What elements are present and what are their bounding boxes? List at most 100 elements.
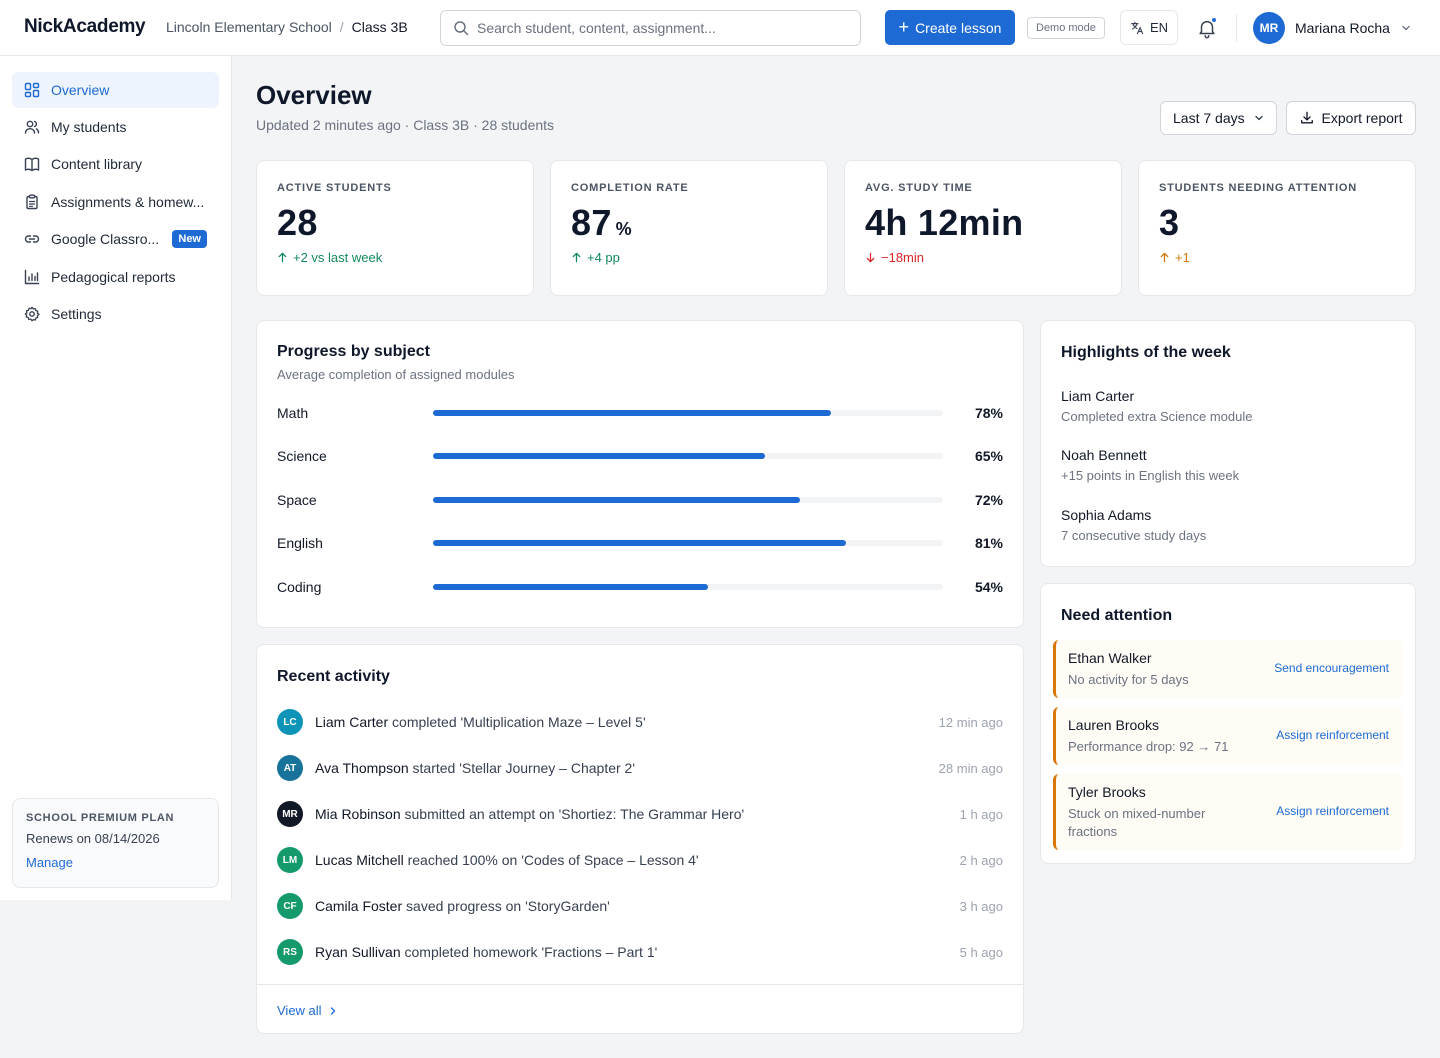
date-range-label: Last 7 days [1173,110,1245,126]
language-label: EN [1149,20,1169,35]
chevron-down-icon [1402,25,1410,31]
search-input[interactable] [477,20,857,36]
arrow-up-icon [572,252,581,263]
attention-item: Ethan Walker No activity for 5 days Send… [1053,640,1403,698]
kpi-label: STUDENTS NEEDING ATTENTION [1159,182,1358,194]
activity-row[interactable]: LM Lucas Mitchell reached 100% on 'Codes… [277,847,1003,873]
breadcrumb-separator: / [339,19,344,35]
subject-row: Science 65% [277,446,1003,466]
highlight-item: Sophia Adams 7 consecutive study days [1061,507,1206,543]
sidebar-item-my-students[interactable]: My students [12,109,219,145]
attention-item: Tyler Brooks Stuck on mixed-number fract… [1053,774,1403,850]
progress-track [433,584,943,590]
book-icon [24,157,40,172]
demo-mode-badge[interactable]: Demo mode [1027,17,1105,39]
recent-activity-card: Recent activity LC Liam Carter completed… [256,644,1024,1034]
sidebar-item-content-library[interactable]: Content library [12,146,219,182]
date-range-select[interactable]: Last 7 days [1160,101,1277,135]
card-title: Progress by subject [277,343,430,360]
export-report-button[interactable]: Export report [1286,101,1416,135]
subject-row: Math 78% [277,403,1003,423]
activity-row[interactable]: RS Ryan Sullivan completed homework 'Fra… [277,939,1003,965]
avatar: LC [277,709,303,735]
activity-row[interactable]: AT Ava Thompson started 'Stellar Journey… [277,755,1003,781]
translate-icon [1131,21,1144,34]
arrow-up-icon [278,252,287,263]
subject-percent: 54% [974,579,1003,595]
users-icon [24,120,40,134]
subject-percent: 65% [974,448,1003,464]
card-title: Highlights of the week [1061,344,1231,361]
arrow-up-icon [1160,252,1169,263]
page-title: Overview [256,80,372,110]
gear-icon [24,306,40,322]
subject-percent: 72% [974,492,1003,508]
attention-reason: Stuck on mixed-number fractions [1068,806,1206,839]
progress-fill [433,584,709,590]
breadcrumb-school[interactable]: Lincoln Elementary School [166,19,332,35]
kpi-value: 28 [277,202,318,243]
sidebar-item-pedagogical-reports[interactable]: Pedagogical reports [12,259,219,295]
assign-reinforcement-link[interactable]: Assign reinforcement [1276,728,1389,742]
sidebar-item-settings[interactable]: Settings [12,296,219,332]
activity-time: 5 h ago [959,944,1003,960]
avatar: LM [277,847,303,873]
progress-by-subject-card: Progress by subject Average completion o… [256,320,1024,628]
sidebar-item-google-classroom[interactable]: Google Classro... New [12,221,219,257]
highlight-item: Noah Bennett +15 points in English this … [1061,447,1239,483]
activity-time: 1 h ago [959,806,1003,822]
sidebar-item-label: Assignments & homew... [51,194,205,210]
progress-fill [433,410,831,416]
progress-track [433,410,943,416]
plus-icon: + [898,16,910,37]
language-selector[interactable]: EN [1120,10,1178,45]
activity-row[interactable]: LC Liam Carter completed 'Multiplication… [277,709,1003,735]
avatar: MR [1253,12,1285,44]
subject-percent: 78% [974,405,1003,421]
kpi-delta: −18min [865,250,1101,265]
kpi-value: 3 [1159,202,1180,243]
kpi-card-active-students: ACTIVE STUDENTS 28 +2 vs last week [256,160,534,296]
activity-row[interactable]: CF Camila Foster saved progress on 'Stor… [277,893,1003,919]
need-attention-card: Need attention Ethan Walker No activity … [1040,583,1416,864]
user-menu[interactable]: MR Mariana Rocha [1253,12,1412,44]
sidebar-item-label: My students [51,119,127,135]
activity-time: 28 min ago [938,760,1003,776]
attention-student-name[interactable]: Ethan Walker [1068,650,1152,666]
highlight-name[interactable]: Noah Bennett [1061,447,1147,463]
activity-text: Liam Carter completed 'Multiplication Ma… [315,714,646,730]
subject-name: English [277,535,323,551]
progress-track [433,453,943,459]
create-lesson-button[interactable]: + Create lesson [885,10,1015,45]
card-title: Recent activity [277,668,390,685]
highlights-card: Highlights of the week Liam Carter Compl… [1040,320,1416,567]
manage-plan-link[interactable]: Manage [26,855,73,870]
activity-time: 12 min ago [938,714,1003,730]
kpi-label: ACTIVE STUDENTS [277,182,392,194]
activity-time: 3 h ago [959,898,1003,914]
sidebar-item-overview[interactable]: Overview [12,72,219,108]
activity-row[interactable]: MR Mia Robinson submitted an attempt on … [277,801,1003,827]
view-all-link[interactable]: View all [277,1003,338,1018]
sidebar-item-assignments[interactable]: Assignments & homew... [12,184,219,220]
card-title: Need attention [1061,607,1173,624]
chevron-down-icon [1254,115,1263,121]
notifications-button[interactable] [1196,17,1218,39]
subject-row: Coding 54% [277,577,1003,597]
app-logo[interactable]: NickAcademy [24,16,146,37]
highlight-name[interactable]: Sophia Adams [1061,507,1152,523]
search-box[interactable] [440,10,861,46]
highlight-name[interactable]: Liam Carter [1061,388,1135,404]
subject-percent: 81% [974,535,1003,551]
plan-renewal: Renews on 08/14/2026 [26,831,160,846]
attention-student-name[interactable]: Lauren Brooks [1068,717,1160,733]
create-lesson-label: Create lesson [915,19,1002,36]
assign-reinforcement-link[interactable]: Assign reinforcement [1276,804,1389,818]
activity-text: Ryan Sullivan completed homework 'Fracti… [315,944,658,960]
breadcrumb: Lincoln Elementary School / Class 3B [166,19,408,35]
attention-student-name[interactable]: Tyler Brooks [1068,784,1146,800]
new-badge: New [172,230,207,248]
plan-card: SCHOOL PREMIUM PLAN Renews on 08/14/2026… [12,798,219,888]
progress-fill [433,540,847,546]
send-encouragement-link[interactable]: Send encouragement [1274,661,1389,675]
